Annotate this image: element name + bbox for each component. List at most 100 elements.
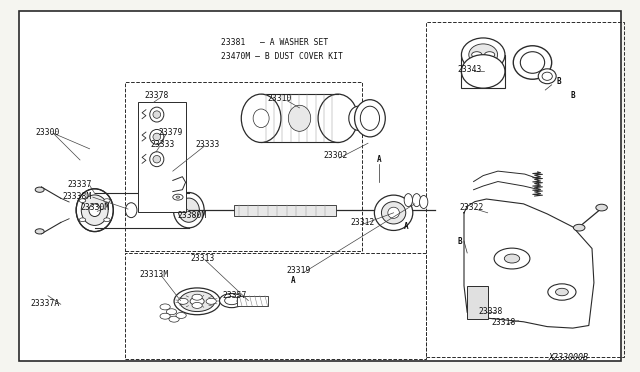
- Ellipse shape: [461, 55, 505, 88]
- Ellipse shape: [166, 309, 177, 315]
- Bar: [237, 296, 268, 306]
- Text: 23322: 23322: [460, 203, 484, 212]
- Text: 23333: 23333: [195, 140, 220, 149]
- Ellipse shape: [179, 291, 215, 312]
- Ellipse shape: [178, 198, 200, 222]
- Ellipse shape: [355, 100, 385, 137]
- Circle shape: [556, 288, 568, 296]
- Ellipse shape: [420, 195, 428, 208]
- Text: 23318: 23318: [492, 318, 516, 327]
- Text: 23357: 23357: [223, 291, 247, 300]
- Circle shape: [79, 199, 86, 202]
- Text: 23312: 23312: [351, 218, 375, 227]
- Ellipse shape: [81, 195, 108, 225]
- Ellipse shape: [125, 203, 137, 218]
- Circle shape: [573, 224, 585, 231]
- Bar: [234, 205, 336, 216]
- Text: 23330M: 23330M: [80, 203, 109, 212]
- Ellipse shape: [150, 152, 164, 167]
- Bar: [138, 102, 186, 212]
- Circle shape: [596, 204, 607, 211]
- Ellipse shape: [355, 113, 362, 123]
- Text: B: B: [457, 237, 462, 246]
- Ellipse shape: [542, 72, 552, 80]
- Text: 23379: 23379: [158, 128, 182, 137]
- Ellipse shape: [160, 313, 170, 319]
- Ellipse shape: [513, 46, 552, 79]
- Ellipse shape: [241, 94, 281, 142]
- Text: 23337: 23337: [67, 180, 92, 189]
- Text: X233000B: X233000B: [549, 353, 589, 362]
- Circle shape: [504, 254, 520, 263]
- Ellipse shape: [153, 133, 161, 141]
- Bar: [125, 253, 426, 359]
- Ellipse shape: [153, 155, 161, 163]
- Ellipse shape: [150, 107, 164, 122]
- Ellipse shape: [150, 129, 164, 144]
- Ellipse shape: [192, 302, 202, 308]
- Circle shape: [104, 218, 110, 222]
- Text: 23338M: 23338M: [63, 192, 92, 201]
- Text: A: A: [376, 155, 381, 164]
- Text: 23333: 23333: [150, 140, 175, 149]
- Ellipse shape: [220, 294, 244, 308]
- Circle shape: [472, 52, 482, 58]
- Text: 23343: 23343: [458, 65, 482, 74]
- Text: 23337A: 23337A: [31, 299, 60, 308]
- Text: 23338: 23338: [479, 307, 503, 316]
- Ellipse shape: [76, 189, 113, 231]
- Circle shape: [176, 196, 180, 198]
- Bar: [467, 286, 488, 319]
- Ellipse shape: [89, 204, 100, 217]
- Text: B: B: [556, 77, 561, 86]
- Text: 23378: 23378: [144, 92, 168, 100]
- Text: B: B: [570, 92, 575, 100]
- Ellipse shape: [461, 38, 505, 71]
- Text: 23310: 23310: [268, 94, 292, 103]
- Circle shape: [494, 248, 530, 269]
- Ellipse shape: [169, 316, 179, 322]
- Ellipse shape: [153, 111, 161, 118]
- Ellipse shape: [468, 44, 498, 65]
- Ellipse shape: [461, 55, 505, 88]
- Text: 23470M — B DUST COVER KIT: 23470M — B DUST COVER KIT: [221, 52, 342, 61]
- Text: 23319: 23319: [287, 266, 311, 275]
- Ellipse shape: [374, 195, 413, 230]
- Text: 23313: 23313: [191, 254, 215, 263]
- Ellipse shape: [173, 193, 204, 228]
- Polygon shape: [474, 171, 539, 185]
- Ellipse shape: [192, 294, 202, 300]
- Ellipse shape: [289, 105, 311, 131]
- Text: 23302: 23302: [323, 151, 348, 160]
- Ellipse shape: [412, 193, 421, 207]
- Ellipse shape: [178, 298, 188, 304]
- Ellipse shape: [388, 207, 399, 218]
- Ellipse shape: [190, 297, 204, 305]
- Circle shape: [79, 218, 86, 222]
- Text: 23313M: 23313M: [140, 270, 169, 279]
- Ellipse shape: [253, 109, 269, 128]
- Circle shape: [35, 229, 44, 234]
- Ellipse shape: [538, 69, 556, 84]
- Ellipse shape: [404, 193, 413, 207]
- Ellipse shape: [318, 94, 358, 142]
- Ellipse shape: [349, 106, 368, 131]
- Text: A: A: [291, 276, 296, 285]
- Ellipse shape: [360, 106, 380, 131]
- Bar: [426, 22, 624, 357]
- Text: A: A: [404, 222, 409, 231]
- Ellipse shape: [160, 304, 170, 310]
- Ellipse shape: [381, 202, 406, 224]
- Text: 23381   — A WASHER SET: 23381 — A WASHER SET: [221, 38, 328, 47]
- Circle shape: [35, 187, 44, 192]
- Circle shape: [484, 52, 495, 58]
- Ellipse shape: [206, 298, 216, 304]
- Ellipse shape: [176, 312, 186, 318]
- Ellipse shape: [225, 296, 239, 305]
- Text: 23300: 23300: [35, 128, 60, 137]
- Bar: [461, 55, 505, 88]
- Circle shape: [104, 199, 110, 202]
- Circle shape: [548, 284, 576, 300]
- Ellipse shape: [520, 52, 545, 73]
- Text: 23380M: 23380M: [178, 211, 207, 219]
